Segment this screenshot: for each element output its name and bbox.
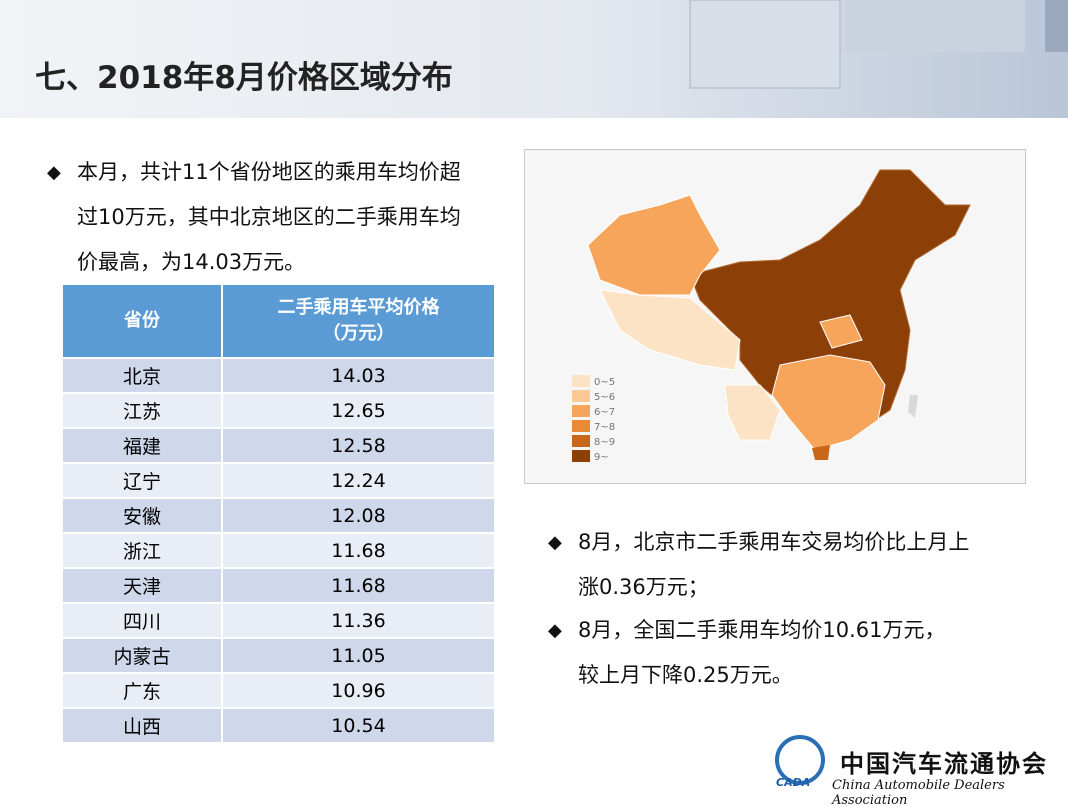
cube <box>845 0 1025 52</box>
table-row: 广东 10.96 <box>63 674 494 707</box>
price-cell: 10.54 <box>223 709 494 742</box>
price-cell: 12.24 <box>223 464 494 497</box>
table-row: 江苏 12.65 <box>63 394 494 427</box>
price-table: 省份 二手乘用车平均价格 （万元） 北京 14.03 江苏 12.65 福建 12.58 辽宁… <box>63 283 494 744</box>
table-row: 福建 12.58 <box>63 429 494 462</box>
province-cell: 辽宁 <box>63 464 223 497</box>
province-cell: 天津 <box>63 569 223 602</box>
legend-swatch <box>572 420 590 432</box>
intro: ◆ 本月，共计11个省份地区的乘用车均价超过10万元，其中北京地区的二手乘用车均价… <box>47 160 461 274</box>
table-row: 四川 11.36 <box>63 604 494 637</box>
legend-label: 6~7 <box>594 407 615 418</box>
region <box>724 384 781 441</box>
table-row: 安徽 12.08 <box>63 499 494 532</box>
logo-name: 中国汽车流通协会 <box>840 750 1048 778</box>
province-cell: 安徽 <box>63 499 223 532</box>
price-cell: 12.65 <box>223 394 494 427</box>
intro-text: 本月，共计11个省份地区的乘用车均价超过10万元，其中北京地区的二手乘用车均价最… <box>77 160 461 274</box>
price-cell: 11.36 <box>223 604 494 637</box>
bullet-text: 8月，北京市二手乘用车交易均价比上月上涨0.36万元； <box>578 530 970 599</box>
legend-swatch <box>572 435 590 447</box>
price-cell: 11.05 <box>223 639 494 672</box>
price-cell: 11.68 <box>223 569 494 602</box>
table-row: 内蒙古 11.05 <box>63 639 494 672</box>
table-row: 山西 10.54 <box>63 709 494 742</box>
legend-label: 8~9 <box>594 437 615 448</box>
price-cell: 12.58 <box>223 429 494 462</box>
logo-mark <box>775 735 825 785</box>
bullet: ◆ 8月，全国二手乘用车均价10.61万元，较上月下降0.25万元。 <box>548 618 946 687</box>
bullet-text: 8月，全国二手乘用车均价10.61万元，较上月下降0.25万元。 <box>578 618 946 687</box>
province-cell: 北京 <box>63 359 223 392</box>
price-cell: 12.08 <box>223 499 494 532</box>
cube <box>1045 0 1068 52</box>
bullet: ◆ 8月，北京市二手乘用车交易均价比上月上涨0.36万元； <box>548 530 970 599</box>
region <box>812 445 830 460</box>
legend-label: 0~5 <box>594 377 615 388</box>
logo-english: China Automobile Dealers Association <box>832 778 1005 807</box>
region <box>819 314 863 349</box>
region <box>599 289 741 371</box>
province-cell: 福建 <box>63 429 223 462</box>
map-legend: 0~5 5~6 6~7 7~8 8~9 9~ <box>572 375 615 463</box>
price-cell: 10.96 <box>223 674 494 707</box>
header-bar <box>0 0 1068 118</box>
legend-label: 5~6 <box>594 392 615 403</box>
province-cell: 广东 <box>63 674 223 707</box>
province-cell: 内蒙古 <box>63 639 223 672</box>
cube <box>689 0 841 89</box>
col-header: 省份 <box>63 285 223 357</box>
legend-swatch <box>572 390 590 402</box>
province-cell: 四川 <box>63 604 223 637</box>
province-cell: 江苏 <box>63 394 223 427</box>
province-cell: 山西 <box>63 709 223 742</box>
header-decor <box>689 0 1068 89</box>
region <box>587 194 721 296</box>
legend-swatch <box>572 405 590 417</box>
price-cell: 11.68 <box>223 534 494 567</box>
price-cell: 14.03 <box>223 359 494 392</box>
table-row: 天津 11.68 <box>63 569 494 602</box>
legend-swatch <box>572 450 590 462</box>
province-cell: 浙江 <box>63 534 223 567</box>
legend-swatch <box>572 375 590 387</box>
region <box>908 395 918 418</box>
col-header: 二手乘用车平均价格 （万元） <box>223 285 494 357</box>
legend-label: 9~ <box>594 452 609 463</box>
table-row: 浙江 11.68 <box>63 534 494 567</box>
region <box>689 169 971 441</box>
logo-abbr: CADA <box>776 776 811 789</box>
table-row: 辽宁 12.24 <box>63 464 494 497</box>
table-row: 北京 14.03 <box>63 359 494 392</box>
region <box>771 354 886 451</box>
title: 七、2018年8月价格区域分布 <box>35 60 453 96</box>
legend-label: 7~8 <box>594 422 615 433</box>
